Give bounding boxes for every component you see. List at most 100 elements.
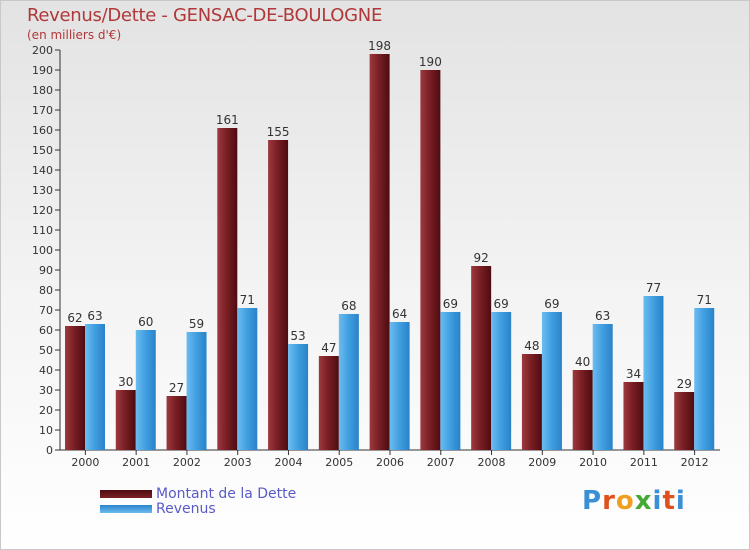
logo-letter: x [634,486,653,516]
data-label-debt: 62 [67,311,82,325]
bar-revenue-2004 [288,344,309,450]
bar-revenue-2005 [338,314,359,450]
bar-debt-2004 [268,140,289,450]
x-tick-label: 2004 [274,456,302,469]
data-label-debt: 47 [321,341,336,355]
x-tick-label: 2006 [376,456,404,469]
logo-letter: P [582,486,603,516]
data-label-debt: 27 [169,381,184,395]
legend-label-debt: Montant de la Dette [156,486,297,502]
x-tick-label: 2008 [478,456,506,469]
y-tick-label: 20 [39,404,53,417]
data-labels: 62 63 30 60 27 59 161 71 155 53 47 68 198 64 190 69 92 69… [67,39,712,395]
x-tick-label: 2000 [71,456,99,469]
y-tick-label: 10 [39,424,53,437]
bar-revenue-2010 [592,324,613,450]
logo-letter: i [675,486,686,516]
bar-series [65,54,715,450]
logo-letter: r [602,486,616,516]
data-label-revenue: 77 [646,281,661,295]
data-label-revenue: 71 [697,293,712,307]
y-tick-label: 180 [32,84,53,97]
y-tick-label: 30 [39,384,53,397]
x-tick-label: 2005 [325,456,353,469]
data-label-revenue: 69 [443,297,458,311]
bar-debt-2003 [217,128,238,450]
y-tick-label: 70 [39,304,53,317]
bar-debt-2002 [166,396,187,450]
data-label-debt: 155 [267,125,290,139]
y-tick-label: 60 [39,324,53,337]
bar-debt-2000 [65,326,85,450]
x-tick-label: 2003 [224,456,252,469]
data-label-debt: 30 [118,375,133,389]
x-tick-label: 2009 [528,456,556,469]
data-label-revenue: 71 [240,293,255,307]
y-tick-label: 100 [32,244,53,257]
data-label-debt: 29 [677,377,692,391]
data-label-revenue: 60 [138,315,153,329]
data-label-revenue: 64 [392,307,407,321]
y-tick-label: 200 [32,44,53,57]
data-label-debt: 161 [216,113,239,127]
chart-axes: 0 10 20 30 40 50 60 70 80 90 100 110 120 130 140 150 160… [32,44,720,469]
bar-revenue-2012 [694,308,715,450]
x-tick-label: 2012 [681,456,709,469]
x-tick-label: 2010 [579,456,607,469]
y-tick-label: 140 [32,164,53,177]
y-tick-label: 80 [39,284,53,297]
y-tick-label: 0 [46,444,53,457]
bar-debt-2012 [674,392,695,450]
y-tick-label: 130 [32,184,53,197]
data-label-revenue: 63 [87,309,102,323]
data-label-debt: 190 [419,55,442,69]
data-label-revenue: 53 [290,329,305,343]
y-tick-label: 110 [32,224,53,237]
data-label-revenue: 68 [341,299,356,313]
data-label-debt: 48 [524,339,539,353]
y-tick-label: 190 [32,64,53,77]
proxiti-logo: Proxiti [582,486,686,516]
y-tick-label: 40 [39,364,53,377]
data-label-debt: 198 [368,39,391,53]
legend-swatch-revenue [100,505,152,513]
bar-revenue-2008 [491,312,512,450]
x-tick-label: 2002 [173,456,201,469]
y-tick-label: 150 [32,144,53,157]
data-label-revenue: 59 [189,317,204,331]
bar-debt-2009 [521,354,542,450]
bar-debt-2007 [420,70,441,450]
bar-revenue-2011 [643,296,664,450]
data-label-debt: 34 [626,367,641,381]
data-label-debt: 40 [575,355,590,369]
legend-label-revenue: Revenus [156,501,216,517]
legend-swatch-debt [100,490,152,498]
y-tick-label: 50 [39,344,53,357]
bar-revenue-2002 [186,332,207,450]
bar-debt-2001 [115,390,136,450]
data-label-debt: 92 [474,251,489,265]
bar-debt-2010 [572,370,593,450]
chart-title: Revenus/Dette - GENSAC-DE-BOULOGNE [27,5,383,26]
data-label-revenue: 69 [544,297,559,311]
x-tick-label: 2001 [122,456,150,469]
bar-debt-2006 [369,54,390,450]
y-tick-label: 160 [32,124,53,137]
logo-letter: o [615,486,635,516]
x-tick-label: 2007 [427,456,455,469]
bar-revenue-2000 [85,324,105,450]
y-tick-label: 90 [39,264,53,277]
logo-letter: i [652,486,663,516]
logo-letter: t [662,486,676,516]
bar-revenue-2001 [135,330,156,450]
chart-subtitle: (en milliers d'€) [27,28,122,42]
x-tick-label: 2011 [630,456,658,469]
data-label-revenue: 63 [595,309,610,323]
bar-revenue-2007 [440,312,461,450]
bar-revenue-2009 [541,312,562,450]
bar-debt-2005 [318,356,339,450]
bar-debt-2011 [623,382,644,450]
bar-revenue-2006 [389,322,410,450]
bar-revenue-2003 [237,308,258,450]
